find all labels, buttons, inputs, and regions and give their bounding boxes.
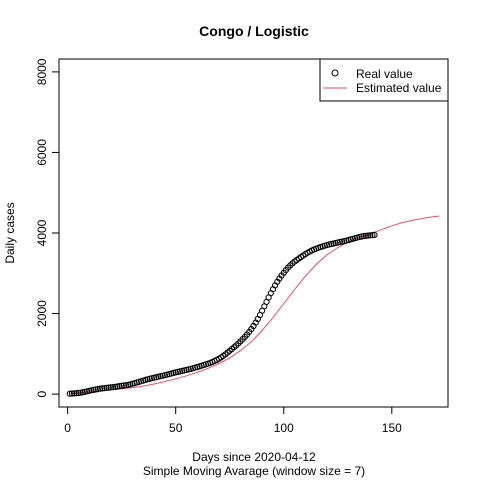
real-value-point	[68, 390, 76, 397]
real-value-point	[362, 232, 369, 239]
x-tick-label: 50	[169, 421, 183, 435]
y-tick-label: 0	[35, 390, 49, 397]
real-value-point	[107, 384, 115, 391]
y-tick-label: 2000	[35, 300, 49, 327]
estimated-series	[69, 215, 440, 395]
y-axis-label: Daily cases	[3, 202, 17, 263]
real-value-point	[369, 232, 376, 239]
real-value-point	[71, 390, 78, 397]
real-value-point	[88, 387, 95, 394]
real-value-point	[77, 389, 84, 396]
real-value-point	[118, 382, 125, 389]
estimated-value-line	[69, 215, 440, 395]
legend-estimated-label: Estimated value	[356, 81, 442, 95]
x-tick-label: 100	[274, 421, 294, 435]
real-value-point	[92, 386, 99, 393]
x-axis: 0 50 100 150	[64, 406, 402, 435]
real-value-point	[120, 382, 127, 389]
real-value-point	[75, 389, 82, 397]
real-value-point	[122, 382, 130, 389]
x-tick-label: 150	[382, 421, 402, 435]
x-tick-label: 0	[64, 421, 71, 435]
real-value-point	[109, 384, 117, 391]
real-value-point	[103, 384, 110, 391]
real-value-point	[339, 238, 346, 245]
real-value-point	[105, 384, 112, 391]
y-axis: 0 2000 4000 6000 8000	[35, 58, 60, 397]
x-axis-sublabel: Simple Moving Avarage (window size = 7)	[143, 464, 365, 478]
legend-real-marker	[331, 69, 339, 77]
real-value-point	[73, 390, 80, 397]
real-value-point	[99, 385, 106, 392]
real-value-point	[101, 385, 108, 392]
real-value-point	[112, 383, 119, 390]
y-tick-label: 8000	[35, 58, 49, 85]
real-value-point	[114, 383, 121, 390]
legend-box	[319, 58, 449, 102]
legend: Real value Estimated value	[319, 58, 449, 102]
legend-real-label: Real value	[356, 67, 413, 81]
y-tick-label: 4000	[35, 219, 49, 246]
real-value-point	[371, 231, 378, 238]
chart-title: Congo / Logistic	[199, 23, 309, 39]
real-value-point	[360, 233, 367, 240]
real-value-point	[97, 385, 104, 392]
real-value-point	[66, 390, 73, 397]
real-value-point	[367, 232, 374, 239]
plot-frame	[58, 58, 449, 408]
real-series	[66, 231, 378, 397]
real-value-point	[116, 383, 123, 390]
real-value-point	[94, 386, 102, 393]
x-axis-label: Days since 2020-04-12	[192, 450, 316, 464]
real-value-point	[364, 232, 372, 239]
y-tick-label: 6000	[35, 139, 49, 166]
